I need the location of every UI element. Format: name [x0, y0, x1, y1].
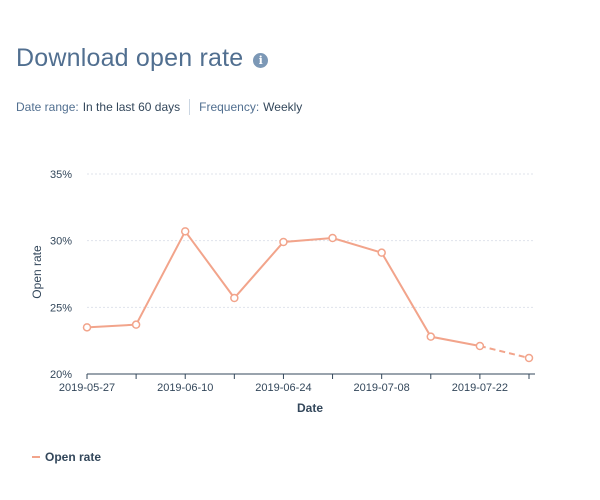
info-icon[interactable]: i — [253, 53, 269, 68]
data-point — [131, 320, 141, 329]
date-range-label: Date range: — [16, 100, 79, 114]
frequency-value[interactable]: Weekly — [263, 100, 303, 114]
data-point — [524, 353, 534, 363]
data-point — [279, 237, 288, 247]
x-tick-label: 2019-07-22 — [452, 382, 508, 394]
chart-legend[interactable]: Open rate — [32, 450, 101, 464]
line-chart: 20% 25% 30% 35% 2019-05-27 2019-06-10 2019-06… — [30, 169, 535, 415]
frequency-label: Frequency: — [199, 100, 260, 114]
report-filters: Date range: In the last 60 days Frequenc… — [16, 99, 302, 115]
page-title: Download open rate i — [16, 44, 269, 73]
y-axis-ticks: 20% 25% 30% 35% — [50, 169, 72, 381]
y-tick-label: 25% — [50, 302, 72, 314]
y-tick-label: 30% — [50, 236, 72, 248]
x-tick-label: 2019-06-24 — [255, 382, 311, 394]
legend-label: Open rate — [45, 450, 102, 464]
x-tick-label: 2019-07-08 — [354, 382, 410, 394]
y-tick-label: 20% — [50, 369, 72, 381]
chart-series — [82, 227, 534, 363]
x-axis-ticks: 2019-05-27 2019-06-10 2019-06-24 2019-07-08… — [59, 374, 530, 394]
x-tick-label: 2019-06-10 — [157, 382, 213, 394]
data-point — [230, 293, 239, 303]
data-point — [377, 248, 386, 257]
y-axis-label: Open rate — [30, 245, 44, 299]
series-line-partial — [479, 345, 530, 359]
legend-swatch — [32, 456, 40, 458]
x-tick-label: 2019-05-27 — [59, 382, 115, 394]
data-point — [328, 233, 337, 243]
title-text: Download open rate — [16, 44, 244, 72]
series-line — [86, 229, 481, 347]
x-axis-label: Date — [297, 401, 323, 415]
data-point — [426, 332, 436, 341]
date-range-value[interactable]: In the last 60 days — [82, 100, 181, 114]
data-point — [82, 323, 92, 332]
data-point — [475, 341, 485, 351]
y-tick-label: 35% — [50, 169, 72, 181]
data-point — [180, 227, 190, 236]
filter-divider — [189, 99, 191, 115]
